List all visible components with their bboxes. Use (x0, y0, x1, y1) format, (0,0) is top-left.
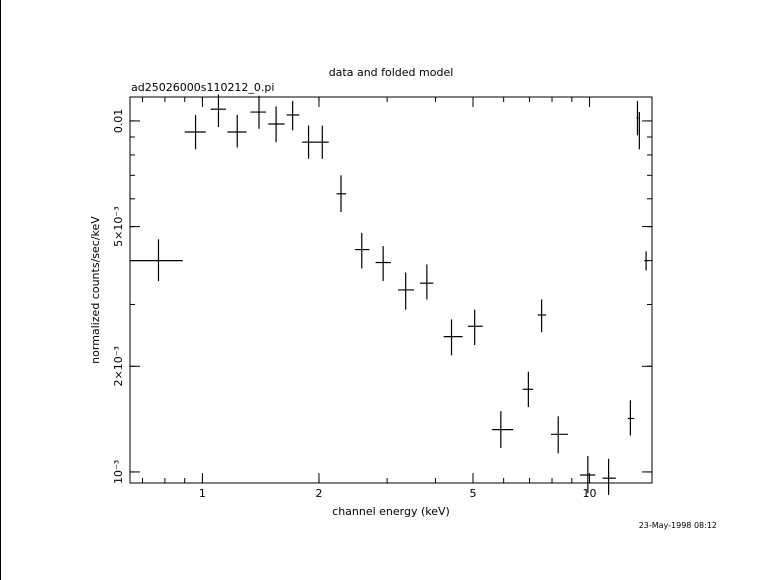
chart-subtitle: ad25026000s110212_0.pi (131, 81, 274, 94)
y-tick-label: 5×10⁻³ (112, 206, 125, 246)
y-axis-label: normalized counts/sec/keV (89, 216, 102, 364)
data-point (580, 456, 596, 494)
data-point (638, 112, 640, 150)
data-point (467, 309, 483, 345)
data-point (355, 232, 370, 269)
data-point (227, 114, 247, 148)
data-point (184, 114, 206, 150)
data-point (522, 371, 534, 408)
plot-frame (129, 96, 653, 484)
data-point (537, 299, 547, 333)
data-point (250, 95, 267, 129)
y-tick-label: 2×10⁻³ (112, 346, 125, 386)
data-point (316, 125, 329, 159)
data-point (636, 100, 639, 136)
data-point (397, 272, 414, 310)
x-axis: 1 2 5 10 (141, 97, 597, 500)
data-point (302, 125, 317, 159)
timestamp-label: 23-May-1998 08:12 (639, 521, 717, 530)
data-point (492, 411, 514, 449)
data-points (130, 94, 649, 495)
y-tick-label: 0.01 (112, 109, 125, 134)
x-tick-label: 5 (470, 487, 477, 500)
x-axis-label: channel energy (keV) (332, 505, 450, 518)
data-point (210, 94, 226, 128)
x-tick-label: 1 (199, 487, 206, 500)
y-tick-label: 10⁻³ (112, 460, 125, 484)
data-point (268, 106, 285, 143)
data-point (443, 319, 463, 356)
data-point (336, 175, 347, 213)
x-tick-label: 10 (583, 487, 597, 500)
y-axis: 10⁻³ 2×10⁻³ 5×10⁻³ 0.01 (112, 109, 652, 484)
x-tick-label: 2 (315, 487, 322, 500)
data-point (130, 239, 183, 281)
data-point (602, 458, 616, 495)
data-point (420, 264, 434, 300)
data-point (375, 246, 391, 281)
data-point (550, 416, 569, 454)
data-point (627, 400, 635, 436)
chart-title: data and folded model (329, 66, 454, 79)
data-point (286, 100, 300, 131)
data-point (644, 251, 649, 271)
